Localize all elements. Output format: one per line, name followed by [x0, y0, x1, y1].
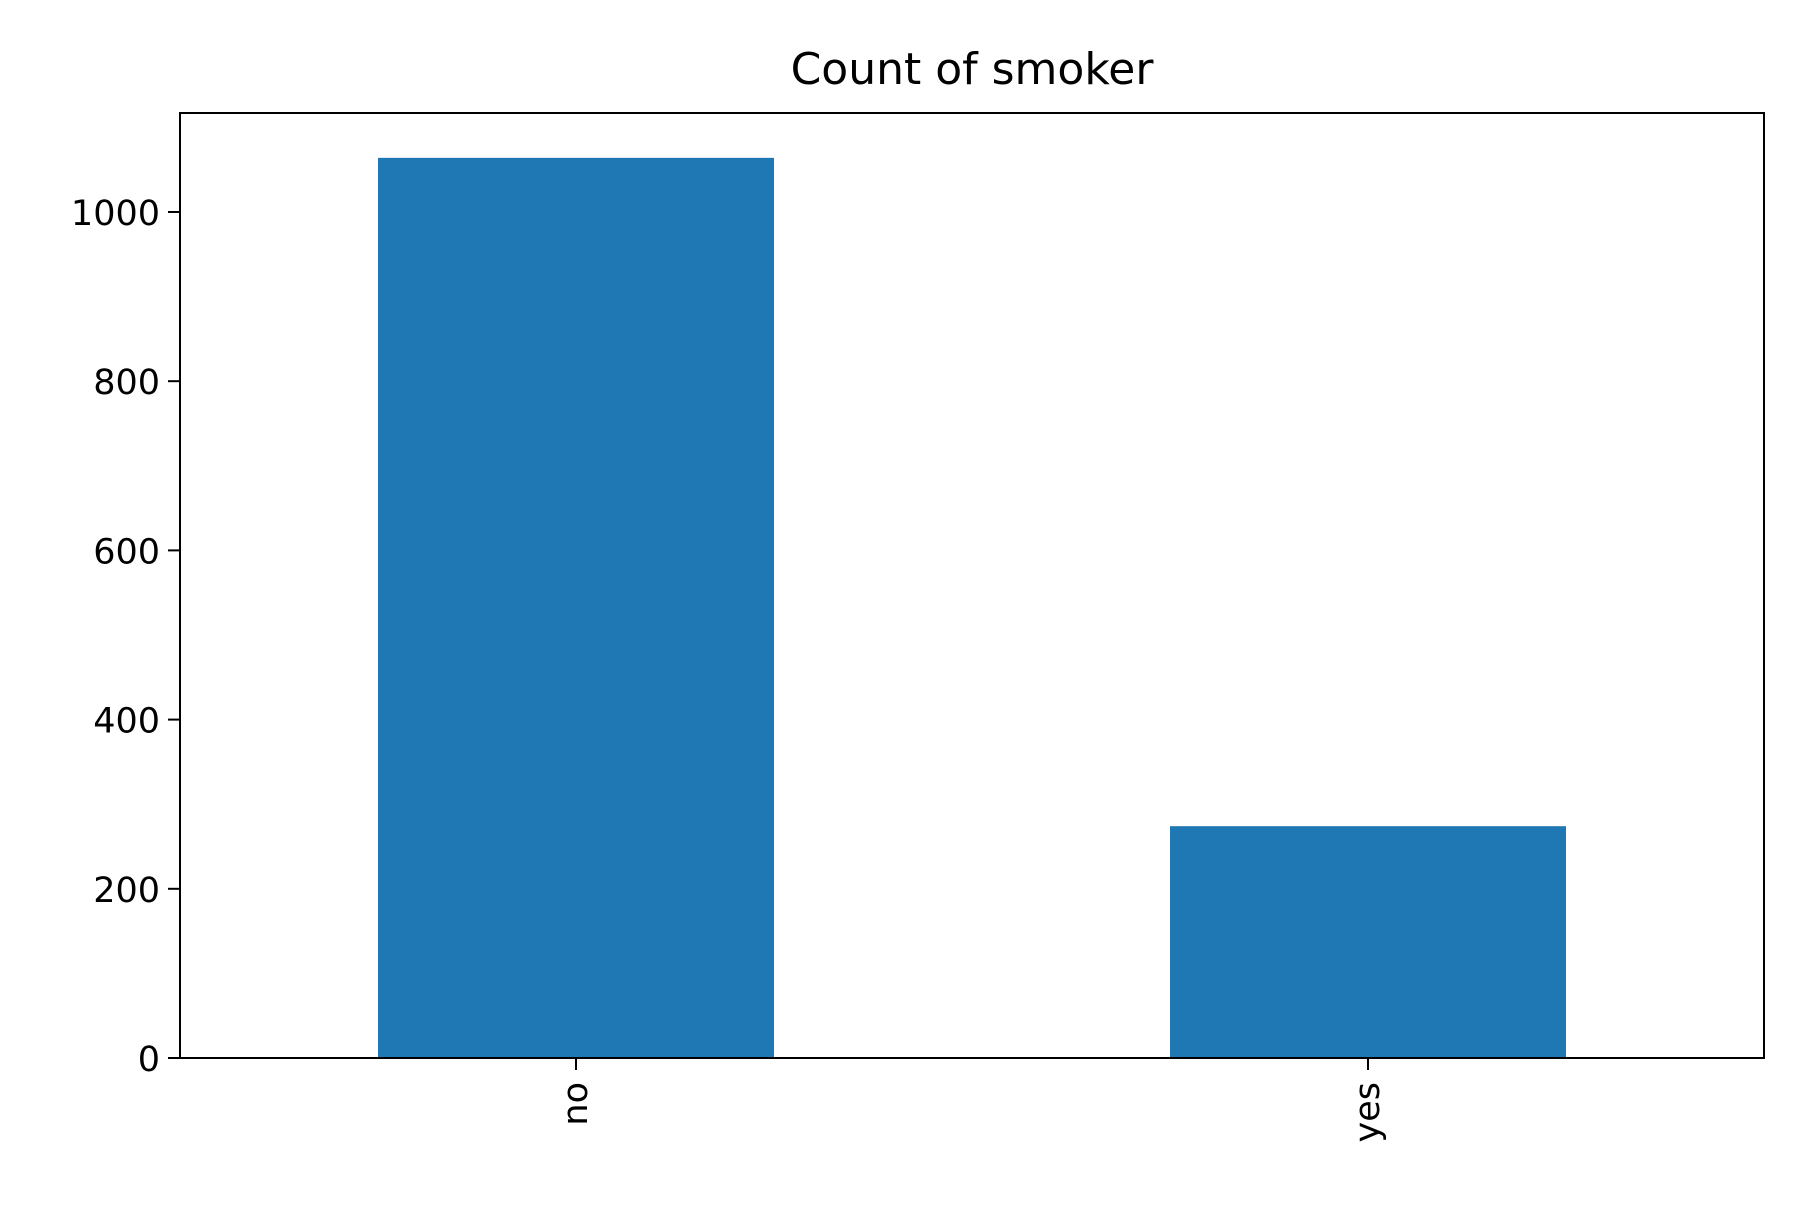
y-tick-label: 600 [93, 532, 160, 572]
plot-area [378, 157, 1566, 1058]
chart-title: Count of smoker [791, 44, 1155, 95]
axes: 0 200 400 600 800 1000 no yes [71, 112, 1765, 1142]
y-tick-label: 800 [93, 363, 160, 403]
y-tick-label: 0 [138, 1040, 160, 1080]
y-tick-label: 200 [93, 871, 160, 911]
bar-yes [1170, 826, 1566, 1058]
x-tick-label-yes: yes [1348, 1082, 1388, 1142]
y-tick-label: 1000 [71, 194, 160, 234]
y-tick-label: 400 [93, 702, 160, 742]
plot-frame [179, 112, 1765, 1059]
bar-no [378, 157, 774, 1058]
x-tick-label-no: no [556, 1082, 596, 1126]
